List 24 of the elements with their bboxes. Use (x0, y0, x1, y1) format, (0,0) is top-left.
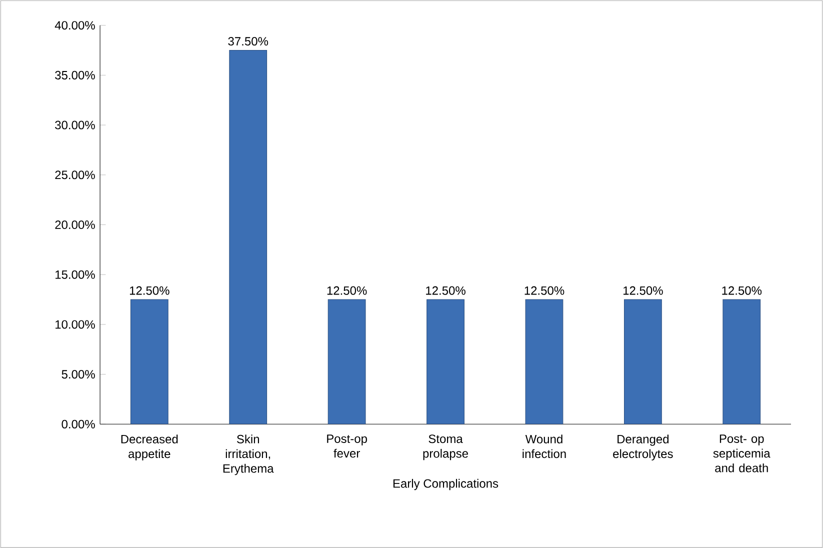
y-tick-label: 30.00% (55, 120, 95, 130)
x-axis-title: Early Complications (393, 478, 498, 490)
x-tick-label: Decreased appetite (121, 434, 178, 460)
x-tick-label: Wound infection (522, 434, 566, 458)
x-tick-label: Deranged electrolytes (613, 434, 673, 460)
data-label: 12.50% (524, 286, 564, 295)
data-label: 12.50% (327, 286, 367, 295)
data-label: 12.50% (426, 286, 466, 295)
y-tick-label: 15.00% (56, 270, 95, 279)
data-label: 12.50% (130, 286, 170, 295)
y-tick-label: 40.00% (54, 20, 95, 30)
x-tick-label: Post-op fever (327, 434, 367, 458)
x-tick-label: Post- op septicemia and death (713, 434, 770, 472)
x-tick-label: Skin irritation, Erythema (223, 434, 274, 475)
y-tick-label: 0.00% (62, 420, 95, 428)
y-tick-label: 35.00% (55, 70, 95, 80)
y-tick-label: 10.00% (56, 320, 95, 329)
y-tick-label: 20.00% (55, 220, 95, 229)
y-tick-label: 5.00% (62, 370, 95, 378)
data-label: 12.50% (722, 286, 762, 295)
data-label: 37.50% (228, 36, 268, 46)
y-tick-label: 25.00% (55, 170, 95, 180)
data-label: 12.50% (623, 286, 663, 295)
x-tick-label: Stoma prolapse (423, 434, 468, 460)
